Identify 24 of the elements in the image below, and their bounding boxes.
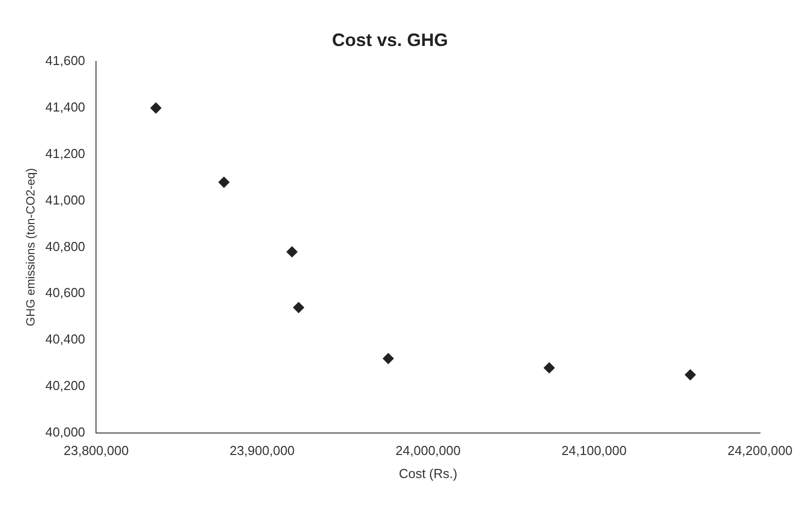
- point: [544, 362, 555, 374]
- x-tick-label: 24,100,000: [562, 443, 627, 458]
- y-tick-label: 41,000: [45, 192, 86, 208]
- y-tick-label: 41,200: [45, 146, 86, 161]
- point: [684, 369, 696, 380]
- point: [286, 246, 298, 258]
- y-tick-label: 41,400: [45, 100, 86, 115]
- chart-title: Cost vs. GHG: [332, 30, 448, 50]
- x-tick-label: 23,900,000: [230, 443, 295, 458]
- y-axis-title: GHG emissions (ton-CO2-eq): [24, 168, 38, 326]
- y-tick-label: 40,200: [45, 378, 86, 393]
- y-tick-label: 40,400: [45, 332, 86, 347]
- y-tick-label: 40,600: [45, 285, 86, 300]
- point: [382, 353, 394, 364]
- point: [218, 176, 230, 188]
- x-tick-label: 24,200,000: [727, 443, 793, 458]
- x-tick-label: 24,000,000: [396, 443, 461, 458]
- y-tick-label: 40,800: [45, 238, 86, 254]
- point: [293, 302, 304, 314]
- x-tick-label: 23,800,000: [64, 443, 129, 458]
- point: [150, 102, 162, 114]
- y-tick-label: 40,000: [45, 424, 86, 440]
- x-axis-title: Cost (Rs.): [398, 466, 458, 481]
- y-tick-label: 41,600: [45, 53, 86, 68]
